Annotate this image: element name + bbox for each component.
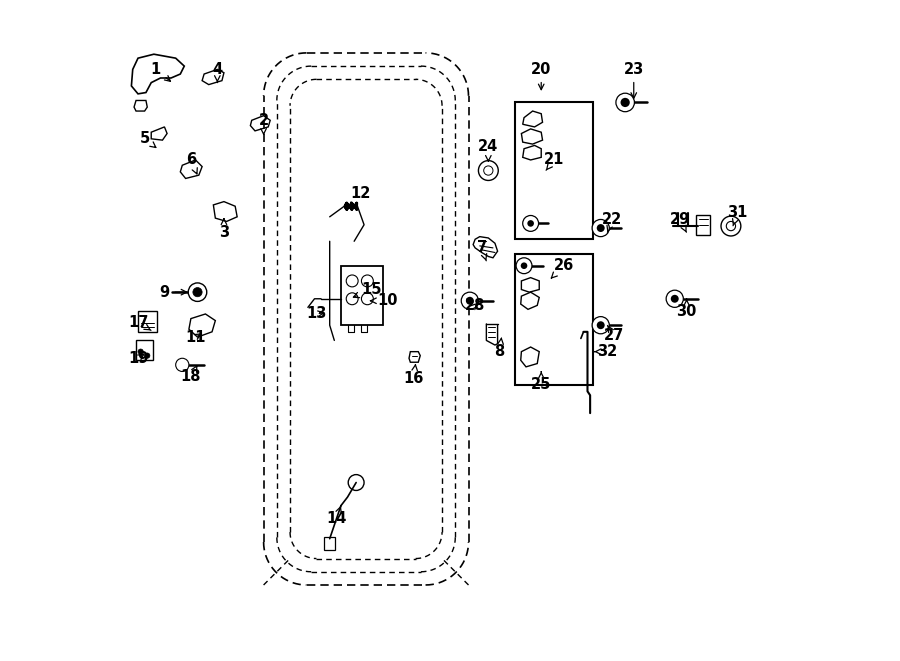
Bar <box>324 537 335 550</box>
Circle shape <box>597 224 605 232</box>
Circle shape <box>348 475 364 490</box>
Polygon shape <box>213 202 238 221</box>
Text: 11: 11 <box>185 330 206 344</box>
Text: 16: 16 <box>403 365 424 385</box>
Circle shape <box>176 358 189 371</box>
Circle shape <box>362 275 374 287</box>
Circle shape <box>527 220 534 227</box>
Text: 30: 30 <box>677 299 697 319</box>
Polygon shape <box>521 347 539 367</box>
Circle shape <box>666 290 683 307</box>
Circle shape <box>592 317 609 334</box>
Text: 15: 15 <box>354 282 382 297</box>
Circle shape <box>726 221 735 231</box>
Text: 8: 8 <box>494 338 505 359</box>
Text: 1: 1 <box>150 62 170 81</box>
Polygon shape <box>202 69 224 85</box>
Text: 6: 6 <box>185 153 197 174</box>
Text: 10: 10 <box>371 293 398 308</box>
Circle shape <box>523 215 538 231</box>
Bar <box>696 215 710 235</box>
Circle shape <box>362 293 374 305</box>
Text: 9: 9 <box>159 285 186 299</box>
Bar <box>515 254 593 385</box>
Circle shape <box>516 258 532 274</box>
Circle shape <box>670 295 679 303</box>
Polygon shape <box>473 237 498 258</box>
Polygon shape <box>521 129 543 144</box>
Text: 24: 24 <box>478 139 499 161</box>
Circle shape <box>346 293 358 305</box>
Text: 2: 2 <box>258 113 269 134</box>
Circle shape <box>483 166 493 175</box>
Circle shape <box>521 262 527 269</box>
Polygon shape <box>250 116 270 131</box>
Circle shape <box>616 93 634 112</box>
Text: 5: 5 <box>140 132 156 147</box>
Polygon shape <box>409 352 420 362</box>
Polygon shape <box>180 160 202 178</box>
Polygon shape <box>189 314 215 337</box>
Text: 14: 14 <box>326 506 346 526</box>
Text: 19: 19 <box>128 351 148 366</box>
Circle shape <box>138 349 143 354</box>
Circle shape <box>479 161 499 180</box>
Circle shape <box>721 216 741 236</box>
Polygon shape <box>521 278 539 292</box>
Text: 29: 29 <box>670 212 690 232</box>
Polygon shape <box>523 145 541 160</box>
Text: 12: 12 <box>350 186 371 208</box>
Circle shape <box>592 219 609 237</box>
Text: 4: 4 <box>212 62 222 83</box>
Circle shape <box>461 292 479 309</box>
Bar <box>341 266 382 325</box>
Text: 23: 23 <box>624 62 644 98</box>
Circle shape <box>346 275 358 287</box>
Text: 20: 20 <box>531 62 552 90</box>
Text: 17: 17 <box>128 315 151 330</box>
Polygon shape <box>523 111 543 127</box>
Bar <box>138 311 157 332</box>
Bar <box>136 340 153 360</box>
Text: 13: 13 <box>306 307 327 321</box>
Text: 21: 21 <box>544 153 564 171</box>
Circle shape <box>620 98 630 107</box>
Polygon shape <box>131 54 184 94</box>
Text: 25: 25 <box>531 371 552 392</box>
Polygon shape <box>521 292 539 309</box>
Text: 3: 3 <box>219 219 229 240</box>
Circle shape <box>466 297 473 305</box>
Circle shape <box>597 321 605 329</box>
Text: 32: 32 <box>594 344 617 359</box>
Text: 18: 18 <box>181 366 201 384</box>
Text: 22: 22 <box>602 212 622 233</box>
Text: 31: 31 <box>727 206 748 226</box>
Polygon shape <box>151 127 167 140</box>
Text: 26: 26 <box>551 258 574 278</box>
Polygon shape <box>134 100 148 111</box>
Bar <box>515 102 593 239</box>
Circle shape <box>193 288 202 297</box>
Circle shape <box>188 283 207 301</box>
Circle shape <box>145 353 150 358</box>
Text: 28: 28 <box>465 298 485 313</box>
Text: 7: 7 <box>477 241 487 261</box>
Text: 27: 27 <box>604 325 624 343</box>
